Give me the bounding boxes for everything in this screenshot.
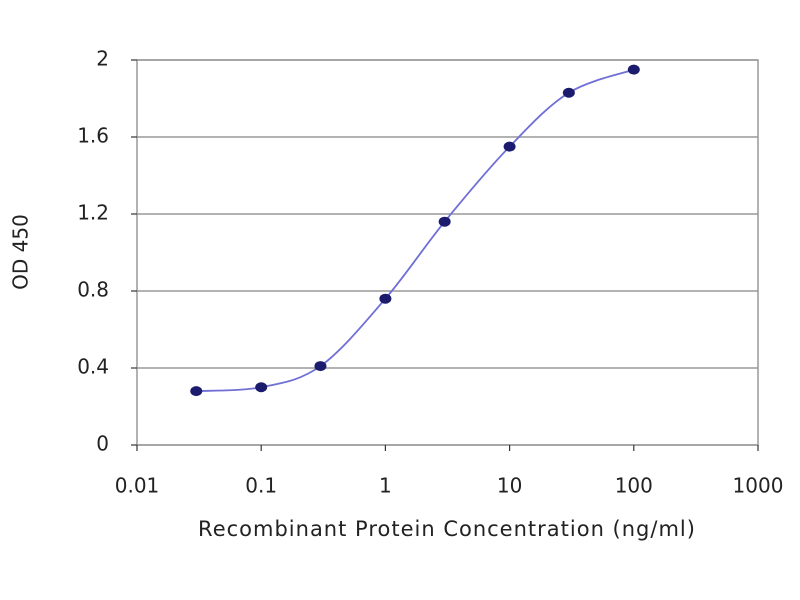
y-tick-label: 0.8	[77, 278, 109, 302]
y-tick-label: 0	[96, 432, 109, 456]
x-axis-label: Recombinant Protein Concentration (ng/ml…	[198, 517, 696, 541]
marker	[503, 141, 516, 152]
marker	[627, 64, 640, 75]
y-tick-label: 1.6	[77, 124, 109, 148]
line	[196, 68, 635, 392]
x-tick-label: 1000	[733, 474, 784, 498]
marker	[190, 386, 203, 397]
x-tick-label: 100	[615, 474, 653, 498]
x-tick-label: 0.01	[115, 474, 160, 498]
x-tick-label: 10	[497, 474, 522, 498]
y-tick-label: 2	[96, 47, 109, 71]
y-tick-label: 0.4	[77, 355, 109, 379]
marker	[562, 87, 575, 98]
plot-area	[136, 59, 759, 446]
y-tick-label: 1.2	[77, 201, 109, 225]
marker	[438, 216, 451, 227]
marker	[379, 293, 392, 304]
x-tick-label: 1	[379, 474, 392, 498]
x-tick-label: 0.1	[245, 474, 277, 498]
marker	[255, 382, 268, 393]
y-axis-label: OD 450	[9, 214, 33, 290]
marker	[314, 361, 327, 372]
